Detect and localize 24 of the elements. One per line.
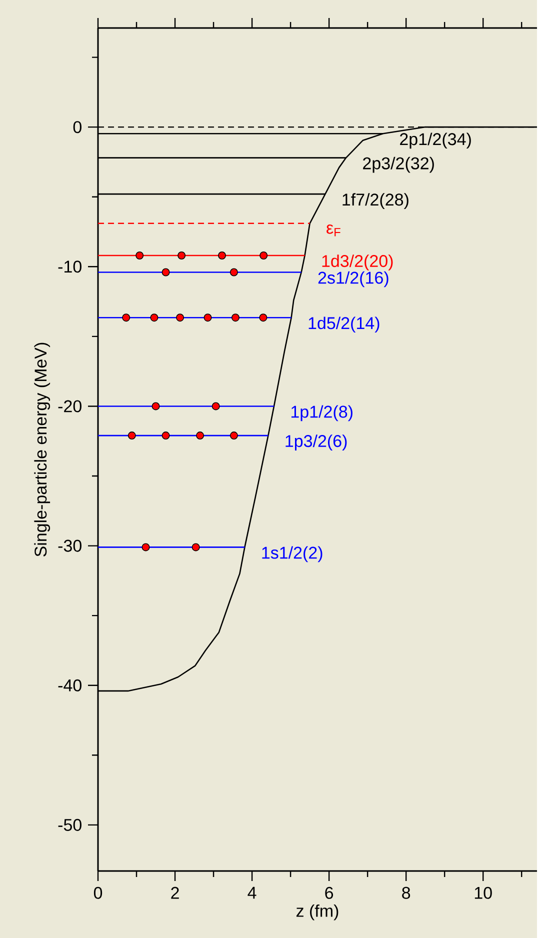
x-tick-label: 2: [171, 886, 180, 899]
x-tick-label: 10: [475, 886, 492, 899]
series-label: 1f7/2(28): [342, 193, 409, 209]
series-label: 1s1/2(2): [262, 546, 322, 562]
series-label: 1p1/2(8): [292, 405, 353, 422]
x-axis-title: z (fm): [296, 904, 338, 920]
x-tick-label: 0: [94, 886, 102, 899]
series-label: 2p3/2(32): [363, 156, 434, 173]
series-label: 2p1/2(34): [400, 132, 471, 149]
x-tick-label: 6: [325, 886, 334, 899]
x-tick-label: 4: [248, 886, 256, 899]
y-tick-label: -30: [58, 540, 82, 552]
y-tick-label: 0: [73, 121, 82, 134]
y-tick-label: -50: [58, 818, 82, 831]
series-label: 1d3/2(20): [322, 254, 393, 270]
series-label: 1d5/2(14): [308, 316, 380, 333]
y-tick-label: -10: [58, 260, 82, 273]
y-tick-label: -20: [58, 400, 82, 412]
y-tick-label: -40: [58, 679, 82, 692]
series-label: 2s1/2(16): [318, 271, 388, 288]
x-tick-label: 8: [402, 886, 410, 899]
series-label: 1p3/2(6): [286, 434, 347, 450]
y-axis-title: Single-particle energy (MeV): [34, 342, 50, 556]
series-label: ε$_{F}$: [326, 224, 340, 236]
